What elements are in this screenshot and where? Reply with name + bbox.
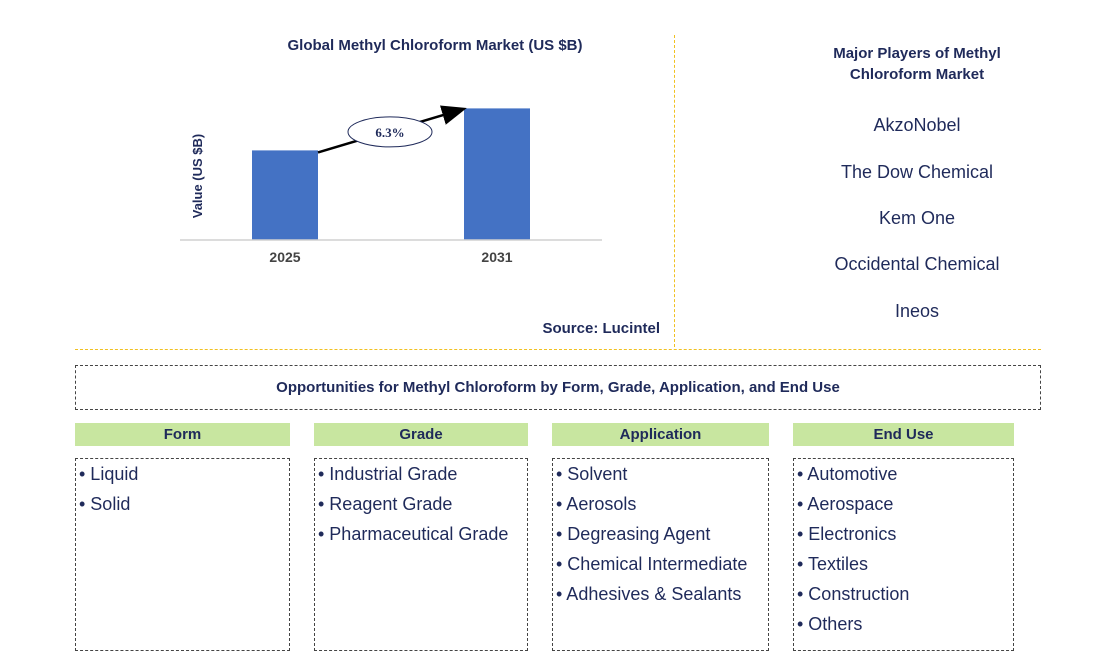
list-item: • Electronics bbox=[797, 524, 897, 544]
player-item: AkzoNobel bbox=[873, 115, 961, 135]
list-item: • Chemical Intermediate bbox=[556, 554, 748, 574]
horizontal-divider bbox=[75, 349, 1041, 350]
list-item: • Aerospace bbox=[797, 494, 894, 514]
bar-2031 bbox=[464, 108, 530, 241]
list-item: • Automotive bbox=[797, 464, 898, 484]
chart-title: Global Methyl Chloroform Market (US $B) bbox=[287, 37, 583, 54]
category-list-form: • Liquid • Solid bbox=[75, 458, 290, 651]
category-list-grade: • Industrial Grade • Reagent Grade • Pha… bbox=[314, 458, 528, 651]
list-item: • Others bbox=[797, 614, 863, 634]
y-axis-label: Value (US $B) bbox=[190, 134, 205, 219]
list-item: • Construction bbox=[797, 584, 910, 604]
list-item: • Industrial Grade bbox=[318, 464, 458, 484]
cagr-ellipse bbox=[347, 116, 433, 148]
list-item: • Liquid bbox=[79, 464, 139, 484]
list-item: • Pharmaceutical Grade bbox=[318, 524, 509, 544]
bar-chart: Value (US $B) 2025 2031 6.3% bbox=[180, 105, 602, 265]
player-item: The Dow Chemical bbox=[840, 162, 994, 182]
x-tick-label: 2025 bbox=[269, 249, 300, 265]
cagr-label: 6.3% bbox=[375, 125, 404, 140]
source-label: Source: Lucintel bbox=[542, 320, 660, 337]
player-item: Ineos bbox=[894, 301, 940, 321]
player-item: Occidental Chemical bbox=[834, 254, 1000, 274]
category-header-grade: Grade bbox=[314, 423, 528, 446]
category-header-application: Application bbox=[552, 423, 769, 446]
opportunities-title: Opportunities for Methyl Chloroform by F… bbox=[75, 365, 1041, 410]
list-item: • Solvent bbox=[556, 464, 628, 484]
list-item: • Solid bbox=[79, 494, 131, 514]
category-list-application: • Solvent • Aerosols • Degreasing Agent … bbox=[552, 458, 769, 651]
x-tick-label: 2031 bbox=[481, 249, 512, 265]
bar-2025 bbox=[252, 150, 318, 240]
list-item: • Degreasing Agent bbox=[556, 524, 711, 544]
category-list-end-use: • Automotive • Aerospace • Electronics •… bbox=[793, 458, 1014, 651]
vertical-divider bbox=[674, 35, 675, 347]
category-header-end-use: End Use bbox=[793, 423, 1014, 446]
list-item: • Aerosols bbox=[556, 494, 637, 514]
list-item: • Textiles bbox=[797, 554, 868, 574]
players-title: Major Players of Methyl Chloroform Marke… bbox=[833, 45, 1001, 83]
list-item: • Reagent Grade bbox=[318, 494, 453, 514]
player-item: Kem One bbox=[878, 208, 956, 228]
category-header-form: Form bbox=[75, 423, 290, 446]
list-item: • Adhesives & Sealants bbox=[556, 584, 742, 604]
